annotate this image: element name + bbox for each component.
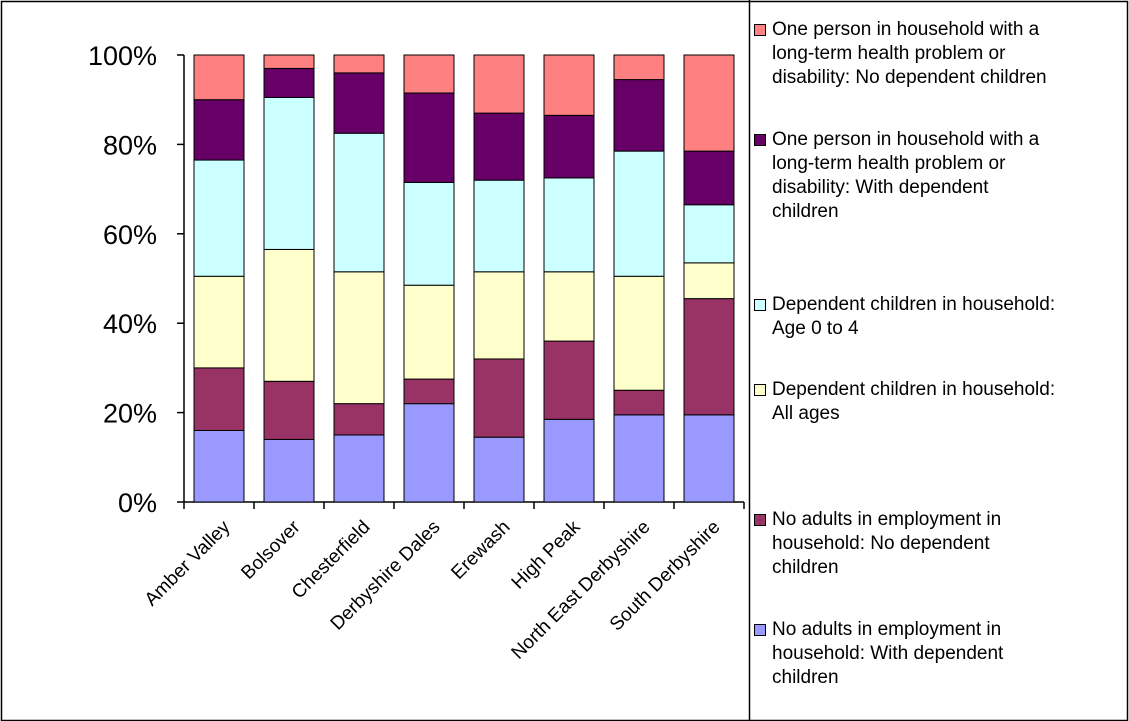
legend-swatch	[754, 624, 766, 636]
bar-segment	[193, 275, 245, 369]
bar-segment	[613, 275, 665, 391]
legend-label: No adults in employment in household: Wi…	[772, 619, 1004, 688]
bar-segment	[403, 284, 455, 380]
bar-segment	[263, 438, 315, 503]
bar-segment	[193, 429, 245, 503]
x-category-label: Amber Valley	[141, 516, 235, 610]
legend-swatch	[754, 134, 766, 146]
bar-segment	[683, 262, 735, 300]
bar-segment	[263, 248, 315, 382]
legend-swatch	[754, 514, 766, 526]
bar-segment	[613, 54, 665, 81]
bar-segment	[403, 403, 455, 503]
y-tick-label: 20%	[103, 399, 157, 429]
legend-label: One person in household with a long-term…	[772, 129, 1040, 222]
bar-segment	[683, 204, 735, 264]
legend-swatch	[754, 384, 766, 396]
y-tick-label: 40%	[103, 309, 157, 339]
bar-segment	[543, 177, 595, 273]
bar-segment	[613, 150, 665, 277]
bar-segment	[543, 114, 595, 179]
bar-segment	[613, 79, 665, 152]
legend-item: No adults in employment in household: No…	[754, 508, 1126, 580]
bar-segment	[263, 380, 315, 440]
bar-segment	[333, 271, 385, 405]
bar-segment	[333, 54, 385, 74]
legend-item: Dependent children in household: All age…	[754, 378, 1126, 426]
bar-segment	[613, 414, 665, 503]
legend-item: Dependent children in household: Age 0 t…	[754, 293, 1126, 341]
y-tick-label: 0%	[118, 488, 157, 518]
bar-segment	[473, 112, 525, 181]
bar-segment	[543, 54, 595, 116]
bar-segment	[683, 54, 735, 152]
legend-item: No adults in employment in household: Wi…	[754, 618, 1126, 690]
bar-segment	[473, 436, 525, 503]
legend-swatch	[754, 24, 766, 36]
bar-segment	[613, 389, 665, 416]
bar-segment	[403, 181, 455, 286]
y-tick-label: 60%	[103, 220, 157, 250]
legend-label: No adults in employment in household: No…	[772, 509, 1002, 578]
legend-label: One person in household with a long-term…	[772, 19, 1047, 88]
bar-segment	[263, 67, 315, 98]
bar-segment	[403, 92, 455, 183]
legend-item: One person in household with a long-term…	[754, 128, 1126, 224]
bar-segment	[683, 414, 735, 503]
bar-segment	[403, 378, 455, 405]
bar-segment	[543, 340, 595, 420]
bar-segment	[333, 132, 385, 273]
bar-segment	[333, 434, 385, 503]
bar-segment	[473, 179, 525, 273]
bar-segment	[193, 367, 245, 431]
bar-segment	[683, 150, 735, 206]
bar-segment	[193, 159, 245, 277]
bar-segment	[543, 271, 595, 342]
bar-segment	[263, 54, 315, 69]
legend-item: One person in household with a long-term…	[754, 18, 1126, 90]
bar-segment	[403, 54, 455, 94]
bar-segment	[543, 418, 595, 503]
bar-segment	[193, 99, 245, 161]
y-tick-label: 80%	[103, 130, 157, 160]
bar-segment	[473, 54, 525, 114]
bar-segment	[683, 298, 735, 416]
x-category-label: Erewash	[447, 517, 514, 584]
bar-segment	[333, 403, 385, 436]
bar-segment	[333, 72, 385, 134]
y-tick-label: 100%	[88, 41, 157, 71]
legend-swatch	[754, 299, 766, 311]
bar-segment	[473, 271, 525, 360]
legend-label: Dependent children in household: Age 0 t…	[772, 294, 1056, 339]
x-category-label: North East Derbyshire	[508, 517, 655, 664]
bar-segment	[473, 358, 525, 438]
x-category-label: Bolsover	[237, 516, 305, 584]
bar-segment	[193, 54, 245, 101]
legend-label: Dependent children in household: All age…	[772, 379, 1056, 424]
bar-segment	[263, 96, 315, 250]
